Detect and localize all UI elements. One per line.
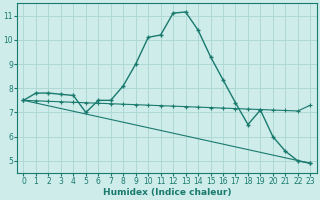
X-axis label: Humidex (Indice chaleur): Humidex (Indice chaleur) (103, 188, 231, 197)
